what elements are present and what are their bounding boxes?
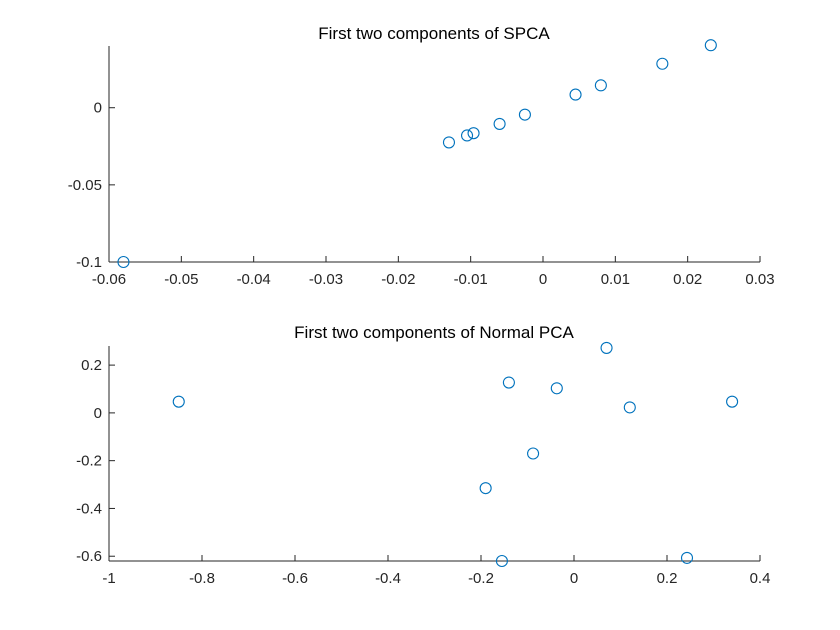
normal-pca-y-tick-label: -0.2 — [76, 453, 102, 470]
normal-pca-scatter-chart: First two components of Normal PCA -1 -0.… — [76, 323, 770, 587]
normal-pca-x-tick-label: 0.4 — [750, 570, 771, 587]
spca-data-point — [460, 129, 474, 142]
normal-pca-x-tick-label: -0.6 — [282, 570, 308, 587]
normal-pca-y-tick-label: -0.6 — [76, 548, 102, 565]
normal-pca-data-point — [495, 554, 508, 568]
normal-pca-data-point — [479, 482, 492, 495]
normal-pca-data-point — [172, 395, 185, 408]
spca-data-point — [442, 136, 456, 149]
normal-pca-chart-title: First two components of Normal PCA — [294, 323, 574, 342]
spca-data-point — [704, 39, 717, 52]
normal-pca-y-tick-label: 0.2 — [81, 357, 102, 374]
normal-pca-x-tick-label: -0.8 — [189, 570, 215, 587]
spca-x-tick-label: -0.03 — [309, 271, 343, 288]
spca-x-tick-label: 0.01 — [601, 271, 630, 288]
spca-x-tick-label: -0.06 — [92, 271, 126, 288]
spca-x-tick-label: 0.03 — [745, 271, 774, 288]
normal-pca-data-point — [680, 551, 694, 564]
spca-chart-title: First two components of SPCA — [318, 24, 550, 43]
normal-pca-x-tick-label: -0.2 — [468, 570, 494, 587]
spca-data-point — [569, 88, 582, 101]
spca-scatter-chart: First two components of SPCA -0.06 -0.05 -… — [68, 24, 775, 288]
normal-pca-data-point — [600, 341, 613, 354]
normal-pca-data-point — [502, 376, 515, 389]
spca-y-tick-label: -0.1 — [76, 254, 102, 271]
normal-pca-data-point — [527, 447, 540, 460]
normal-pca-data-point — [726, 395, 739, 408]
normal-pca-x-tick-label: 0 — [570, 570, 578, 587]
spca-x-tick-label: -0.01 — [454, 271, 488, 288]
normal-pca-x-tick-label: 0.2 — [657, 570, 678, 587]
normal-pca-data-point — [623, 401, 636, 414]
normal-pca-x-tick-label: -1 — [102, 570, 115, 587]
normal-pca-data-point — [550, 382, 563, 395]
spca-y-tick-label: -0.05 — [68, 177, 102, 194]
spca-y-tick-label: 0 — [94, 100, 102, 117]
spca-x-tick-label: 0 — [539, 271, 547, 288]
spca-data-point — [467, 127, 480, 140]
spca-data-point — [656, 57, 669, 70]
normal-pca-y-tick-label: 0 — [94, 405, 102, 422]
normal-pca-y-tick-label: -0.4 — [76, 500, 102, 517]
spca-x-tick-label: -0.02 — [381, 271, 415, 288]
normal-pca-x-tick-label: -0.4 — [375, 570, 401, 587]
spca-x-tick-label: -0.04 — [237, 271, 271, 288]
spca-data-point — [493, 117, 506, 130]
spca-x-tick-label: -0.05 — [164, 271, 198, 288]
spca-data-point — [117, 255, 130, 269]
spca-data-point — [594, 79, 607, 92]
spca-x-tick-label: 0.02 — [673, 271, 702, 288]
spca-data-point — [518, 108, 531, 121]
